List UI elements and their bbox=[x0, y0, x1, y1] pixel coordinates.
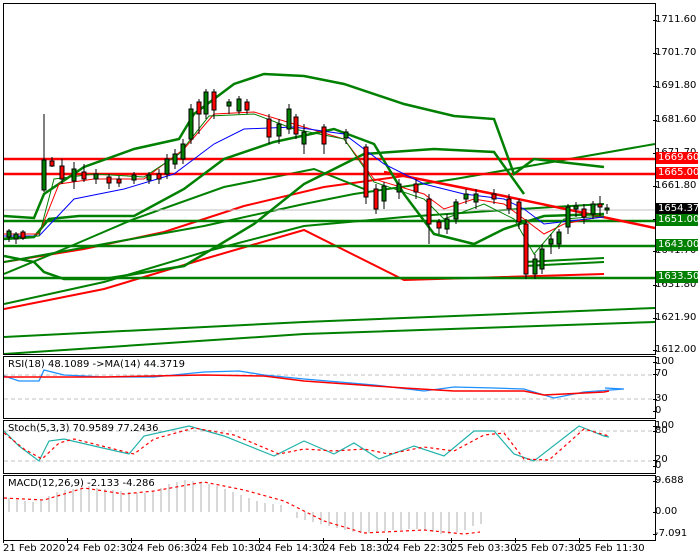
stoch-tick: 100 bbox=[652, 420, 675, 431]
macd-tick: 0.00 bbox=[652, 506, 678, 517]
price-tick: 1661.80 bbox=[652, 180, 697, 191]
price-tick: 1691.80 bbox=[652, 80, 697, 91]
stoch-svg bbox=[4, 425, 655, 462]
rsi-tick: 100 bbox=[652, 356, 675, 367]
level-label-1665-00: 1665.00 bbox=[656, 167, 700, 179]
macd-tick: -7.091 bbox=[652, 528, 688, 539]
main-price-panel[interactable] bbox=[3, 3, 656, 355]
price-chart-svg bbox=[4, 72, 655, 354]
stoch-axis: 100 80 20 0 bbox=[652, 420, 700, 473]
macd-histogram bbox=[8, 480, 482, 534]
macd-panel[interactable]: MACD(12,26,9) -2.133 -4.286 bbox=[3, 475, 656, 541]
stoch-tick: 0 bbox=[652, 460, 662, 471]
candles bbox=[6, 89, 610, 279]
time-label: 24 Feb 10:30 bbox=[195, 543, 261, 554]
rsi-tick: 0 bbox=[652, 405, 662, 416]
stoch-title: Stoch(5,3,3) 70.9589 77.2436 bbox=[8, 423, 159, 434]
stoch-tick: 20 bbox=[653, 454, 668, 465]
rsi-panel[interactable]: RSI(18) 48.1089 ->MA(14) 44.3719 bbox=[3, 356, 656, 419]
price-tick: 1621.90 bbox=[652, 312, 697, 323]
rsi-title: RSI(18) 48.1089 ->MA(14) 44.3719 bbox=[8, 359, 185, 370]
level-label-1669-60: 1669.60 bbox=[656, 152, 700, 164]
time-label: 21 Feb 2020 bbox=[3, 543, 66, 554]
time-label: 24 Feb 18:30 bbox=[323, 543, 389, 554]
level-label-1633-50: 1633.50 bbox=[656, 271, 700, 283]
price-tick: 1631.80 bbox=[652, 279, 697, 290]
rsi-svg bbox=[4, 369, 655, 400]
price-tick: 1701.70 bbox=[652, 47, 697, 58]
rsi-tick: 30 bbox=[653, 393, 668, 404]
time-label: 24 Feb 02:30 bbox=[67, 543, 133, 554]
price-tick: 1681.60 bbox=[652, 114, 697, 125]
rsi-axis: 100 70 30 0 bbox=[652, 356, 700, 418]
stoch-tick: 80 bbox=[653, 425, 668, 436]
macd-svg bbox=[4, 480, 482, 535]
level-label-1643-00: 1643.00 bbox=[656, 239, 700, 251]
last-price-label: 1654.37 bbox=[656, 203, 700, 215]
macd-title: MACD(12,26,9) -2.133 -4.286 bbox=[8, 478, 155, 489]
time-label: 24 Feb 06:30 bbox=[131, 543, 197, 554]
stoch-panel[interactable]: Stoch(5,3,3) 70.9589 77.2436 bbox=[3, 420, 656, 474]
price-tick: 1612.00 bbox=[652, 344, 697, 355]
time-label: 25 Feb 07:30 bbox=[515, 543, 581, 554]
time-label: 24 Feb 22:30 bbox=[387, 543, 453, 554]
time-label: 25 Feb 03:30 bbox=[451, 543, 517, 554]
rsi-tick: 70 bbox=[653, 368, 668, 379]
price-tick: 1711.60 bbox=[652, 14, 697, 25]
macd-axis: 9.688 0.00 -7.091 bbox=[652, 475, 700, 540]
time-label: 24 Feb 14:30 bbox=[259, 543, 325, 554]
level-label-1651-00: 1651.00 bbox=[656, 214, 700, 226]
time-label: 25 Feb 11:30 bbox=[579, 543, 645, 554]
macd-tick: 9.688 bbox=[653, 475, 684, 486]
